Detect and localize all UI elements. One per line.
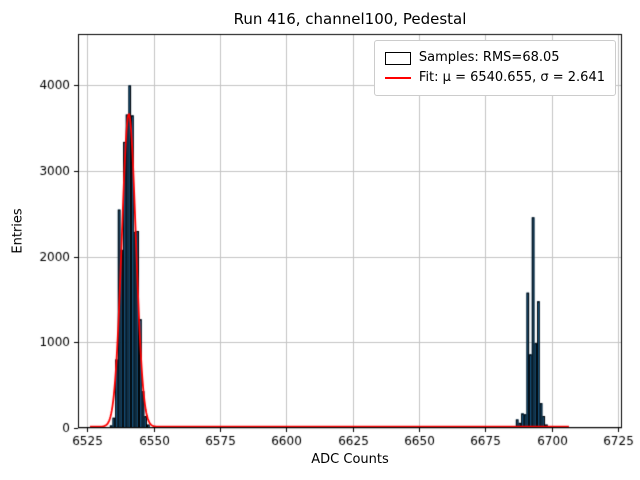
legend: Samples: RMS=68.05 Fit: μ = 6540.655, σ … bbox=[373, 40, 616, 96]
chart-title: Run 416, channel100, Pedestal bbox=[233, 10, 467, 28]
legend-entry-fit: Fit: μ = 6540.655, σ = 2.641 bbox=[384, 68, 605, 88]
legend-samples-label: Samples: RMS=68.05 bbox=[418, 50, 560, 65]
legend-fit-label: Fit: μ = 6540.655, σ = 2.641 bbox=[418, 70, 605, 85]
legend-entry-samples: Samples: RMS=68.05 bbox=[384, 48, 605, 68]
x-axis-label: ADC Counts bbox=[311, 452, 389, 467]
fit-line-icon bbox=[384, 77, 411, 79]
histogram-swatch-icon bbox=[384, 51, 411, 65]
y-axis-label: Entries bbox=[10, 208, 26, 254]
